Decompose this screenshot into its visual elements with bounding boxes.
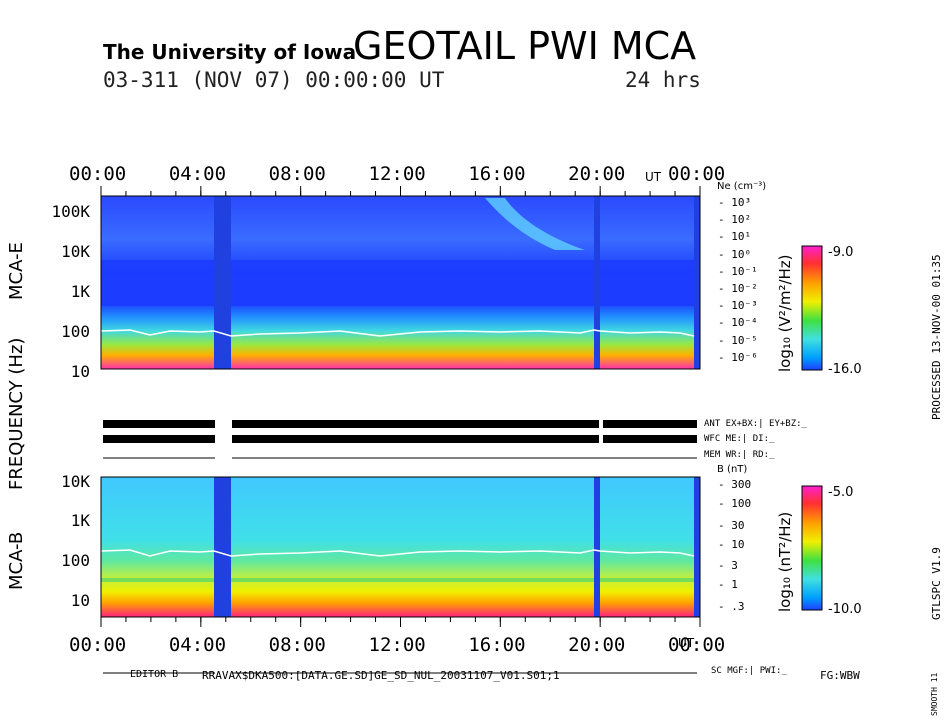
date-line: 03-311 (NOV 07) 00:00:00 UT xyxy=(103,68,445,92)
ne-tick: - 10³ xyxy=(718,196,752,209)
time-tick-top: 08:00 xyxy=(268,163,326,185)
mca-e-data-gap xyxy=(694,196,700,369)
time-tick-bottom: 16:00 xyxy=(468,634,526,656)
time-tick-bottom: 08:00 xyxy=(268,634,326,656)
mca-b-freq-tick: 10K xyxy=(61,472,90,491)
time-tick-bottom: 12:00 xyxy=(368,634,426,656)
mca-b-label: MCA-B xyxy=(6,531,27,590)
ut-label-bottom: UT xyxy=(678,636,695,650)
b-tick: - 100 xyxy=(718,497,752,510)
editor-label: EDITOR B xyxy=(130,669,179,680)
mca-b-freq-tick: 100 xyxy=(61,551,90,570)
ant-status-bar xyxy=(603,420,697,428)
mca-b-colorbar-label: log₁₀ (nT²/Hz) xyxy=(776,511,794,612)
b-tick: - 300 xyxy=(718,478,752,491)
ut-label-top: UT xyxy=(645,170,662,184)
wfc-status-bar xyxy=(603,435,697,443)
b-tick: - 3 xyxy=(718,559,738,572)
mca-e-freq-tick: 1K xyxy=(70,282,90,301)
mca-e-data-gap xyxy=(594,196,600,369)
time-tick-top: 04:00 xyxy=(168,163,227,185)
time-tick-top: 00:00 xyxy=(69,163,127,185)
mca-b-colorbar xyxy=(801,485,823,611)
time-tick-bottom: 04:00 xyxy=(168,634,227,656)
wfc-status-text: WFC ME:| DI:_ xyxy=(704,434,775,444)
mca-b-colorbar-min: -10.0 xyxy=(828,602,862,617)
fg-label: FG:WBW xyxy=(820,669,860,682)
mca-e-freq-tick: 100K xyxy=(51,202,90,221)
wfc-status-bar xyxy=(232,435,599,443)
b-tick: - 10 xyxy=(718,538,745,551)
mca-b-colorbar-max: -5.0 xyxy=(828,485,854,500)
ant-status-bar xyxy=(232,420,599,428)
mca-b-data-gap xyxy=(214,477,231,617)
ne-tick: - 10⁰ xyxy=(718,247,752,261)
mca-b-data-gap xyxy=(594,477,600,617)
institution-title: The University of Iowa xyxy=(103,40,357,64)
ne-tick: - 10² xyxy=(718,213,752,227)
ne-tick: - 10⁻³ xyxy=(718,299,758,313)
wfc-status-bar xyxy=(103,435,215,443)
time-tick-bottom: 20:00 xyxy=(568,634,626,656)
b-tick: - 30 xyxy=(718,519,745,532)
mca-b-data-gap xyxy=(694,477,700,617)
processed-label: PROCESSED 13-NOV-00 01:35 xyxy=(930,254,943,420)
smooth-label: SMOOTH 11 xyxy=(930,672,939,716)
ne-tick: - 10⁻⁶ xyxy=(718,350,758,364)
sc-status-text: SC MGF:| PWI:_ xyxy=(711,666,787,676)
mca-e-emission-feature xyxy=(485,198,585,250)
mca-e-colorbar-min: -16.0 xyxy=(828,362,862,377)
mca-b-freq-tick: 1K xyxy=(70,511,90,530)
instrument-title: GEOTAIL PWI MCA xyxy=(353,24,697,68)
mca-e-white-trace xyxy=(100,329,695,337)
ne-tick: - 10⁻⁴ xyxy=(718,316,758,330)
mca-e-colorbar-label: log₁₀ (V²/m²/Hz) xyxy=(776,254,794,372)
mca-e-label: MCA-E xyxy=(6,242,27,300)
mca-b-green-line xyxy=(101,578,700,582)
time-tick-top: 16:00 xyxy=(468,163,526,185)
mca-b-spectrogram xyxy=(101,477,700,617)
ne-tick: - 10⁻¹ xyxy=(718,264,758,278)
time-tick-bottom: 00:00 xyxy=(69,634,127,656)
mem-status-text: MEM WR:| RD:_ xyxy=(704,450,775,460)
file-path: RRAVAX$DKA500:[DATA.GE.SD]GE_SD_NUL_2003… xyxy=(202,669,560,682)
time-tick-top: 12:00 xyxy=(368,163,426,185)
ant-status-text: ANT EX+BX:| EY+BZ:_ xyxy=(704,419,807,429)
b-tick: - 1 xyxy=(718,578,738,591)
mca-e-quiet-band xyxy=(101,260,700,306)
frequency-axis-label: FREQUENCY (Hz) xyxy=(6,337,27,490)
duration-label: 24 hrs xyxy=(625,68,701,92)
mca-e-colorbar-max: -9.0 xyxy=(828,245,854,260)
ant-status-bar xyxy=(103,420,215,428)
mca-e-freq-tick: 100 xyxy=(61,322,90,341)
ne-tick: - 10¹ xyxy=(718,230,752,244)
mca-b-white-trace xyxy=(100,549,695,557)
mca-e-colorbar xyxy=(801,245,823,371)
time-tick-top: 00:00 xyxy=(668,163,726,185)
version-label: GTLSPC V1.9 xyxy=(930,547,943,620)
axis-ticks xyxy=(100,186,701,627)
b-axis-label: B (nT) xyxy=(717,464,748,475)
ne-tick: - 10⁻² xyxy=(718,282,758,295)
ne-tick: - 10⁻⁵ xyxy=(718,333,758,347)
ne-axis-label: Ne (cm⁻³) xyxy=(717,181,767,192)
b-tick: - .3 xyxy=(718,600,745,613)
time-tick-top: 20:00 xyxy=(568,163,626,185)
mca-b-freq-tick: 10 xyxy=(70,591,90,610)
time-tick-bottom: 00:00 xyxy=(668,634,726,656)
mca-e-freq-tick: 10 xyxy=(70,362,90,381)
mca-e-data-gap xyxy=(214,196,231,369)
mca-e-freq-tick: 10K xyxy=(61,242,90,261)
